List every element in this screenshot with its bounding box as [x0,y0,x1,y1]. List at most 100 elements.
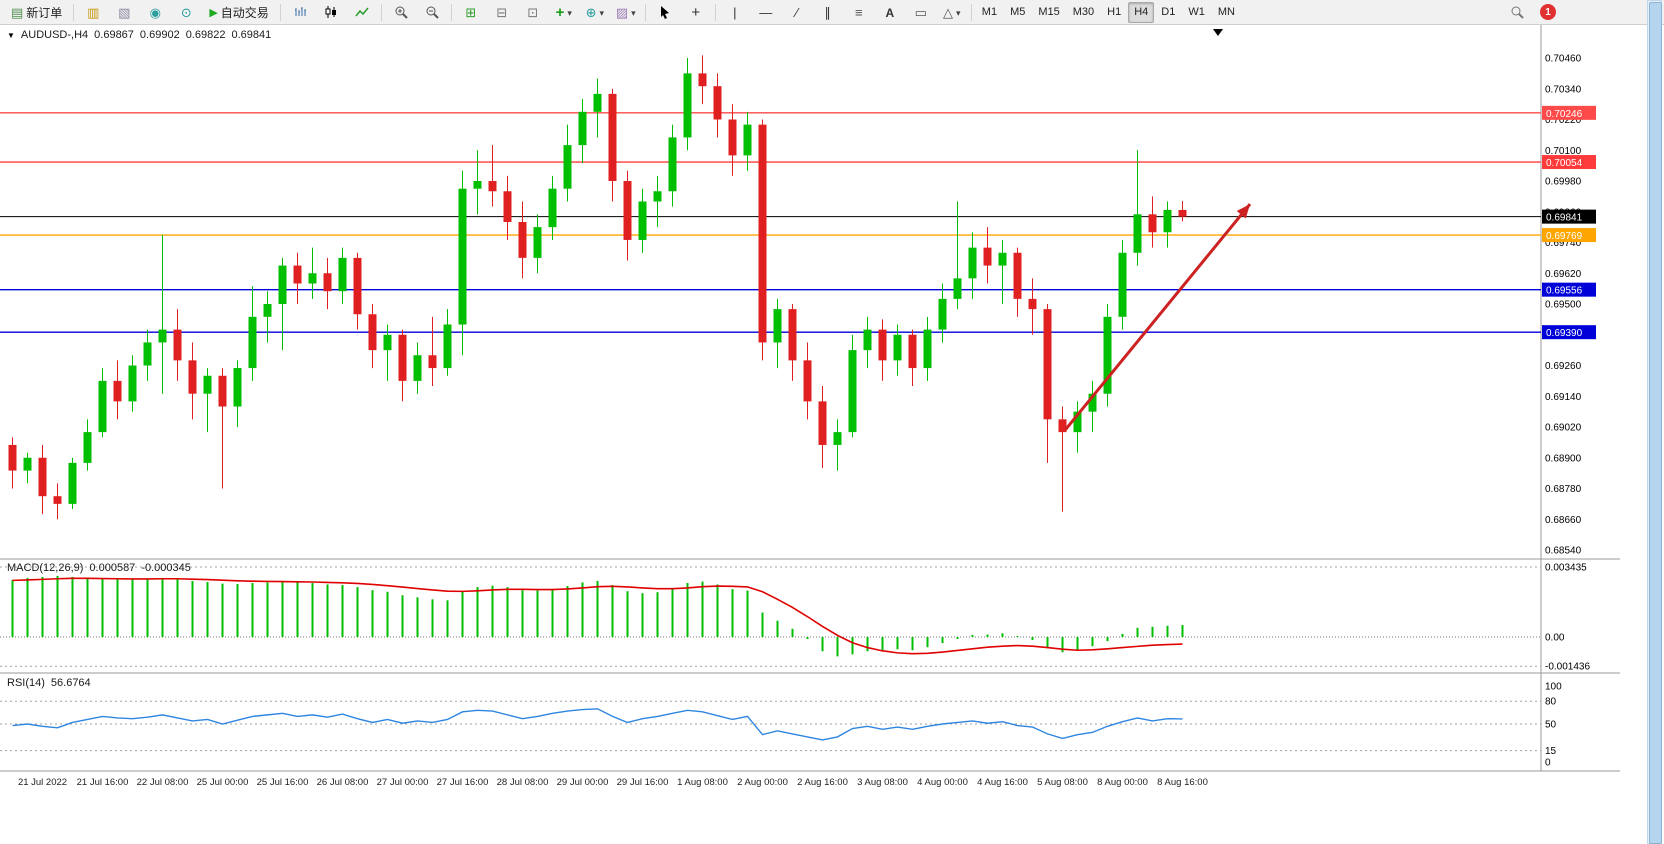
price-axis-label: 0.68660 [1545,515,1582,526]
macd-signal-line [12,577,1183,655]
fibonacci-icon [855,6,863,19]
cycles-button[interactable] [580,1,610,24]
toolbar-separator [970,3,972,21]
horizontal-line-icon [759,6,772,19]
chart-canvas[interactable]: 0.70460 0.70340 0.70220 0.70100 0.69980 0.698… [0,25,1664,844]
price-axis-label: 0.69140 [1545,392,1582,403]
cursor-button[interactable] [650,1,680,24]
candle-body [953,278,962,299]
candle-body [608,93,617,182]
candle-body [668,137,677,192]
chart-line-button[interactable] [347,1,377,24]
candle-body [23,457,32,471]
text-button[interactable] [875,1,905,24]
candle-body [8,444,17,471]
cascade-windows-button[interactable] [518,1,548,24]
horizontal-line-button[interactable] [751,1,781,24]
timeframe-d1-button[interactable]: D1 [1161,6,1176,18]
macd-axis-label: 0.00 [1545,633,1565,644]
candle-body [893,334,902,361]
auto-trading-label: 自动交易 [220,5,269,20]
candle-body [683,73,692,138]
candle-body [623,181,632,240]
price-axis-label: 0.69620 [1545,269,1582,280]
timeframe-mn-button[interactable]: MN [1217,6,1235,18]
trend-arrow[interactable] [1064,203,1252,431]
template-button[interactable] [611,1,641,24]
timeframe-m1-button[interactable]: M1 [981,6,998,18]
candle-body [758,124,767,343]
price-tag[interactable]: 0.70054 [1542,155,1596,170]
toolbar-separator [279,3,281,21]
candle-body [143,342,152,366]
timeframe-w1-button[interactable]: W1 [1188,6,1205,18]
template-icon [616,6,628,19]
label-button[interactable] [906,1,936,24]
terminal-icon [181,6,192,19]
crosshair-button[interactable] [681,1,711,24]
candle-body [788,309,797,361]
timeframe-h4-button[interactable]: H4 [1128,1,1155,23]
auto-trading-icon [209,5,217,19]
vertical-line-button[interactable] [720,1,750,24]
add-indicator-icon [556,5,565,20]
macd-label: MACD(12,26,9) 0.000587 -0.000345 [7,562,191,574]
rsi-name: RSI(14) [7,677,45,689]
price-axis-label: 0.68780 [1545,484,1582,495]
shapes-icon [943,6,953,19]
search-button[interactable] [1502,1,1532,24]
price-tag[interactable]: 0.69556 [1542,282,1596,297]
trend-arrow-head [1236,204,1250,219]
chart-symbol: AUDUSD-,H4 [20,29,89,41]
chart-high: 0.69902 [139,29,180,41]
arrange-windows-button[interactable] [487,1,517,24]
terminal-button[interactable] [171,1,201,24]
timeframe-m30-button[interactable]: M30 [1072,6,1095,18]
tile-windows-button[interactable] [456,1,486,24]
rsi-label: RSI(14) 56.6764 [7,677,91,689]
new-order-button[interactable]: 新订单 [4,1,69,24]
macd-axis-label: -0.001436 [1545,662,1590,673]
candle-body [908,334,917,369]
price-tag[interactable]: 0.70246 [1542,105,1596,120]
price-tag[interactable]: 0.69841 [1542,209,1596,224]
notification-badge[interactable]: 1 [1540,4,1556,20]
symbol-dropdown-icon[interactable] [7,29,15,41]
vertical-scrollbar[interactable] [1647,0,1662,844]
navigator-button[interactable] [140,1,170,24]
add-indicator-button[interactable] [549,1,579,24]
chart-title: AUDUSD-,H4 0.69867 0.69902 0.69822 0.698… [7,29,271,41]
price-tag[interactable]: 0.69390 [1542,325,1596,340]
channel-button[interactable] [813,1,843,24]
macd-name: MACD(12,26,9) [7,562,84,574]
timeframe-m5-button[interactable]: M5 [1010,6,1026,18]
candle-body [533,227,542,258]
tile-windows-icon [465,6,476,19]
rsi-value: 56.6764 [50,677,91,689]
zoom-out-button[interactable] [417,1,447,24]
chart-shift-marker[interactable] [1213,29,1223,36]
vertical-scrollbar-thumb[interactable] [1649,2,1662,844]
time-axis-label: 21 Jul 2022 [18,777,67,788]
candle-body [368,314,377,351]
candle-body [938,298,947,330]
chart-bars-button[interactable] [285,1,315,24]
data-window-button[interactable] [109,1,139,24]
shapes-button[interactable] [937,1,967,24]
candle-body [518,222,527,258]
timeframe-m15-button[interactable]: M15 [1038,6,1060,18]
time-axis-label: 4 Aug 00:00 [917,777,968,788]
text-icon [885,6,894,19]
zoom-in-button[interactable] [386,1,416,24]
toolbar-separator [73,3,75,21]
trendline-button[interactable] [782,1,812,24]
time-axis-label: 21 Jul 16:00 [77,777,129,788]
fibonacci-button[interactable] [844,1,874,24]
price-tag[interactable]: 0.69769 [1542,228,1596,243]
candlestick-chart-icon [325,6,336,18]
timeframe-h1-button[interactable]: H1 [1107,6,1122,18]
auto-trading-button[interactable]: 自动交易 [202,1,275,24]
market-watch-button[interactable] [78,1,108,24]
chart-candles-button[interactable] [316,1,346,24]
price-axis-label: 0.69020 [1545,423,1582,434]
